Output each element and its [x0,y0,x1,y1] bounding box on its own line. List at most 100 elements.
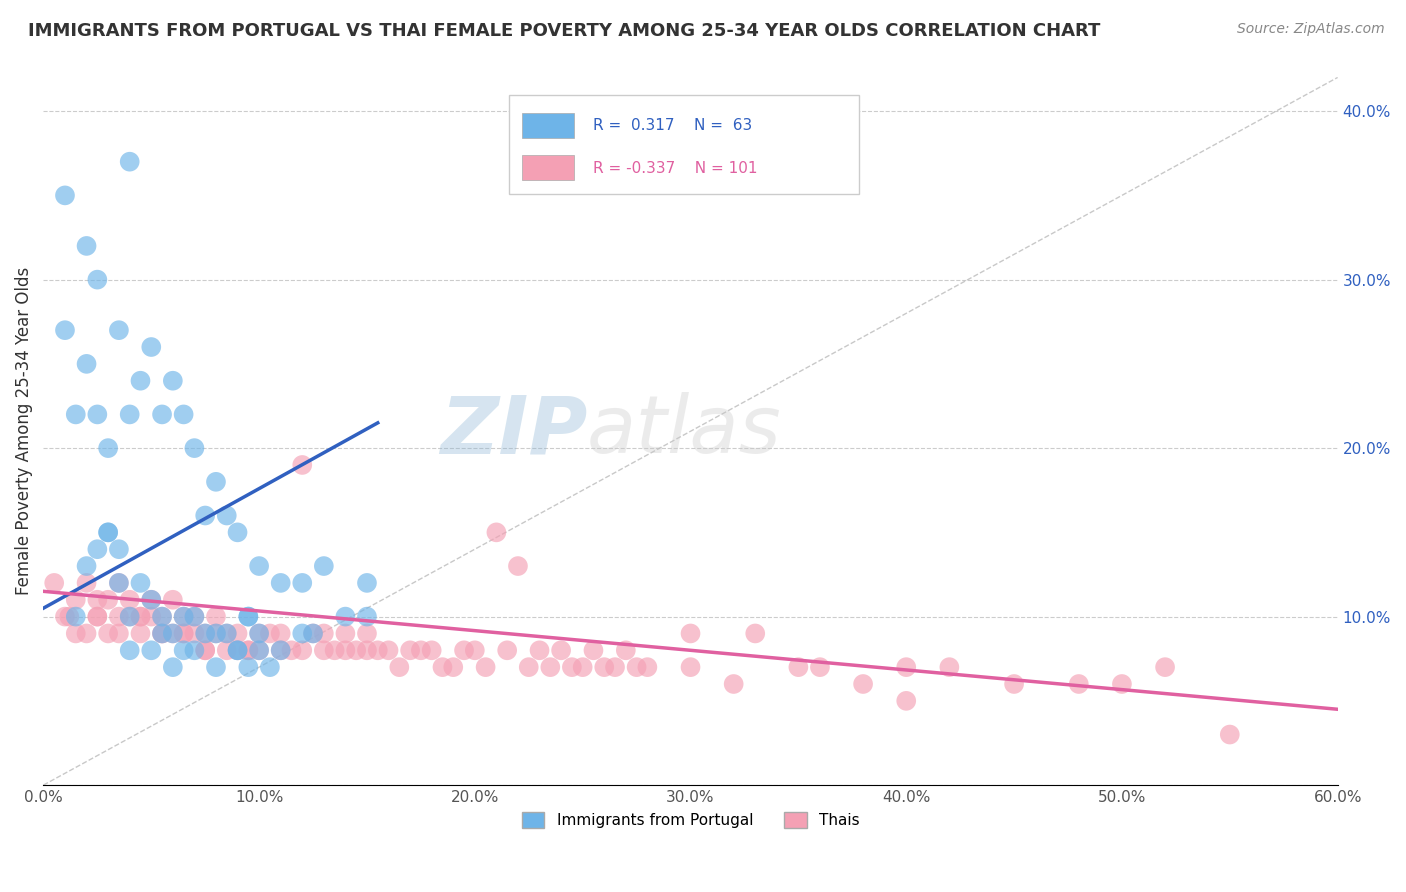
Point [118,408,141,422]
Point [118,609,141,624]
FancyBboxPatch shape [522,155,574,180]
Point [247,626,270,640]
Point [496,643,519,657]
Point [118,154,141,169]
Point [344,643,367,657]
Point [86,542,108,557]
Point [183,643,205,657]
Point [205,475,228,489]
Point [97,592,120,607]
Text: R =  0.317    N =  63: R = 0.317 N = 63 [593,118,752,133]
Point [356,609,378,624]
Point [150,626,173,640]
Point [896,694,918,708]
Point [194,643,217,657]
Point [118,643,141,657]
Point [226,643,249,657]
Point [335,643,357,657]
Point [215,643,238,657]
Point [215,626,238,640]
Point [291,626,314,640]
Point [938,660,960,674]
Point [173,609,195,624]
Point [291,643,314,657]
Point [65,592,87,607]
Point [291,458,314,472]
Point [226,626,249,640]
Point [226,525,249,540]
Point [162,592,184,607]
Point [129,575,152,590]
FancyBboxPatch shape [509,95,859,194]
Point [441,660,464,674]
Point [238,643,260,657]
Point [129,626,152,640]
Point [259,626,281,640]
Point [302,626,325,640]
Point [108,626,131,640]
Y-axis label: Female Poverty Among 25-34 Year Olds: Female Poverty Among 25-34 Year Olds [15,267,32,595]
Point [356,575,378,590]
Point [377,643,399,657]
Point [238,660,260,674]
Point [356,626,378,640]
Text: IMMIGRANTS FROM PORTUGAL VS THAI FEMALE POVERTY AMONG 25-34 YEAR OLDS CORRELATIO: IMMIGRANTS FROM PORTUGAL VS THAI FEMALE … [28,22,1101,40]
Legend: Immigrants from Portugal, Thais: Immigrants from Portugal, Thais [516,805,866,834]
Point [896,660,918,674]
Point [86,408,108,422]
Point [226,643,249,657]
Point [108,609,131,624]
Point [571,660,593,674]
Point [238,609,260,624]
Point [97,525,120,540]
Point [76,559,98,574]
Point [183,609,205,624]
Point [118,609,141,624]
Point [603,660,626,674]
Point [247,559,270,574]
Point [150,609,173,624]
Point [108,542,131,557]
Point [53,609,76,624]
Point [636,660,658,674]
Text: ZIP: ZIP [440,392,586,470]
Point [150,609,173,624]
Point [173,626,195,640]
Point [162,660,184,674]
FancyBboxPatch shape [522,112,574,137]
Point [108,575,131,590]
Point [1154,660,1177,674]
Point [194,643,217,657]
Point [852,677,875,691]
Text: Source: ZipAtlas.com: Source: ZipAtlas.com [1237,22,1385,37]
Point [247,643,270,657]
Point [226,643,249,657]
Point [194,508,217,523]
Point [205,609,228,624]
Point [270,643,292,657]
Point [86,272,108,286]
Point [679,626,702,640]
Point [259,660,281,674]
Point [453,643,475,657]
Point [173,408,195,422]
Point [367,643,389,657]
Point [65,609,87,624]
Point [205,626,228,640]
Point [97,626,120,640]
Point [474,660,496,674]
Point [538,660,561,674]
Point [65,626,87,640]
Point [335,609,357,624]
Point [141,643,163,657]
Point [270,575,292,590]
Point [86,592,108,607]
Point [53,188,76,202]
Point [1111,677,1133,691]
Point [76,357,98,371]
Point [517,660,540,674]
Point [173,609,195,624]
Point [141,592,163,607]
Point [141,340,163,354]
Point [302,626,325,640]
